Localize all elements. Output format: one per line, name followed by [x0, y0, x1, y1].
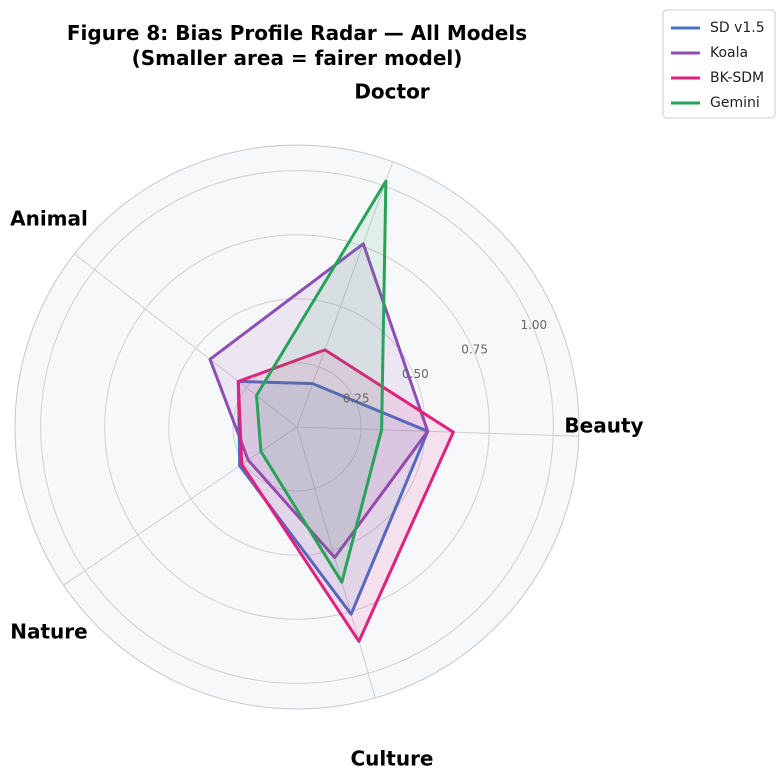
rtick-label-2: 0.50	[402, 367, 429, 381]
legend-label-1: SD v1.5	[710, 20, 765, 36]
legend-label-2: Koala	[710, 45, 748, 61]
spoke-nature	[63, 426, 298, 586]
axis-label-culture: Culture	[351, 747, 434, 771]
legend: SD v1.5 Koala BK-SDM Gemini	[662, 9, 776, 119]
series-4-polygon	[255, 179, 388, 584]
legend-label-3: BK-SDM	[710, 70, 764, 86]
grid-circle-3	[104, 234, 490, 620]
series-2-polygon	[208, 242, 430, 559]
axis-label-doctor: Doctor	[354, 80, 429, 104]
radial-tick-labels: 0.25 0.50 0.75 1.00	[343, 318, 547, 406]
series-3-polygon	[236, 348, 455, 643]
grid-circle-1	[232, 362, 362, 492]
axis-label-nature: Nature	[10, 620, 87, 644]
legend-box	[662, 9, 776, 119]
axis-label-beauty: Beauty	[564, 414, 643, 438]
chart-title: Figure 8: Bias Profile Radar — All Model…	[67, 21, 527, 45]
rtick-label-1: 0.25	[343, 392, 370, 406]
chart-subtitle: (Smaller area = fairer model)	[132, 46, 463, 70]
spoke-beauty	[296, 426, 579, 437]
axis-label-animal: Animal	[10, 207, 88, 231]
legend-label-4: Gemini	[710, 95, 760, 111]
spoke-culture	[296, 426, 376, 699]
rtick-label-4: 1.00	[520, 318, 547, 332]
radar-series	[208, 179, 455, 643]
grid-circle-4	[40, 170, 554, 684]
spoke-animal	[74, 253, 298, 428]
rtick-label-3: 0.75	[461, 342, 488, 356]
axis-labels: Beauty Doctor Animal Nature Culture	[10, 80, 643, 771]
radar-grid	[14, 144, 580, 710]
